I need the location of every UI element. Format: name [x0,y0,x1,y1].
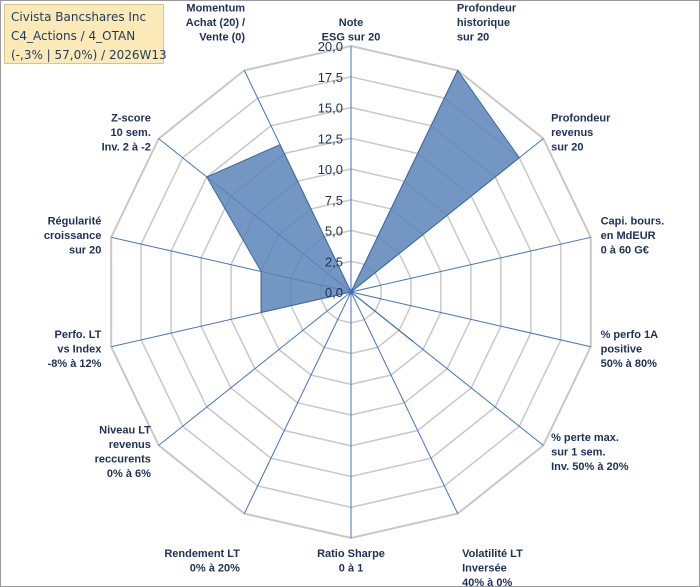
axis-label: Capi. bours. en MdEUR 0 à 60 G€ [601,215,665,256]
axis-label: Niveau LT revenus reccurents 0% à 6% [95,425,152,481]
tick-label: 20,0 [318,39,343,54]
tick-label: 5,0 [325,224,343,239]
tick-label: 10,0 [318,162,343,177]
axis-spoke [350,291,459,514]
axis-label: Perfo. LT vs Index -8% à 12% [48,329,103,370]
axis-label: Régularité croissance sur 20 [44,215,101,256]
axis-label: Note ESG sur 20 [322,17,381,44]
tick-label: 2,5 [325,254,343,269]
axis-spoke [350,236,591,293]
axis-label: Z-score 10 sem. Inv. 2 à -2 [102,113,151,154]
tick-label: 12,5 [318,131,343,146]
company-name: Civista Bancshares Inc [11,10,147,24]
tick-label: 0,0 [325,285,343,300]
axis-spoke [158,291,352,446]
tick-label: 17,5 [318,70,343,85]
axis-label: Rendement LT 0% à 20% [164,548,240,575]
tick-label: 15,0 [318,101,343,116]
chart-title-box: Civista Bancshares Inc C4_Actions / 4_OT… [4,4,167,64]
axis-label: % perfo 1A positive 50% à 80% [601,329,659,370]
axis-label: Ratio Sharpe 0 à 1 [317,548,385,575]
axis-label: % perte max. sur 1 sem. Inv. 50% à 20% [551,432,629,473]
tick-label: 7,5 [325,193,343,208]
performance-summary: (-,3% | 57,0%) / 2026W13 [11,48,167,62]
axis-label: Profondeur historique sur 20 [457,3,517,44]
axis-label: Momentum Achat (20) / Vente (0) [186,3,246,44]
axis-label: Volatilité LT Inversée 40% à 0% [462,548,523,587]
axis-label: Profondeur revenus sur 20 [551,113,611,154]
data-series-area [206,69,520,343]
axis-spoke [350,291,591,348]
axis-spoke [243,291,352,514]
category-path: C4_Actions / 4_OTAN [11,29,136,43]
